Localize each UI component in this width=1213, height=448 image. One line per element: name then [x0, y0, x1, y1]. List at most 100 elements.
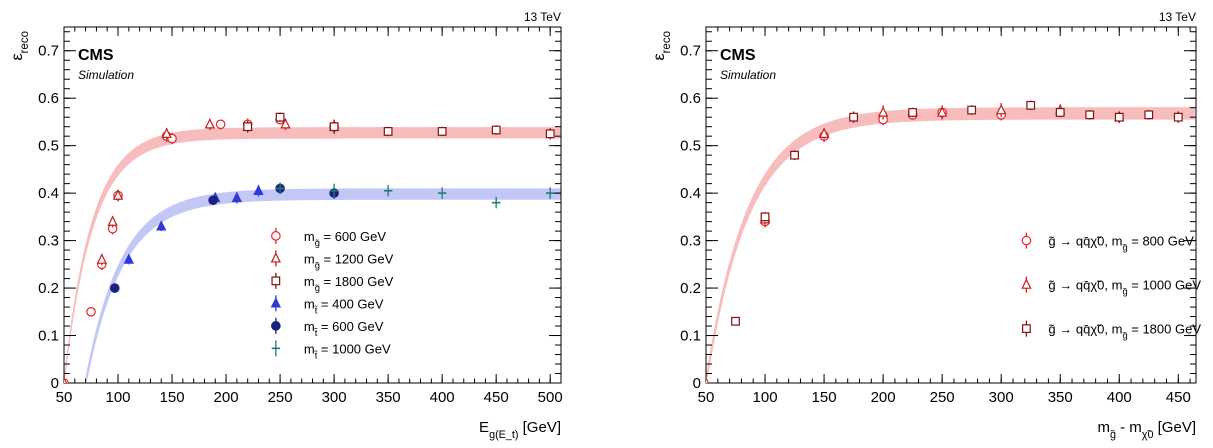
- experiment-sub-label: Simulation: [78, 68, 134, 82]
- x-tick-label: 300: [989, 389, 1014, 406]
- x-tick-label: 150: [160, 389, 185, 406]
- y-tick-label: 0.1: [38, 328, 59, 345]
- right-panel: 50 100 150 200 250 300 350 400 450 0 0.1 0.2 0.3 0.4 0…: [651, 10, 1201, 441]
- y-tick-label: 0.6: [38, 90, 59, 107]
- y-tick-label: 0: [51, 375, 59, 392]
- marker: [123, 253, 134, 264]
- marker: [1021, 278, 1032, 289]
- marker: [967, 105, 977, 115]
- marker: [1085, 110, 1095, 120]
- x-axis-title: mg̃ - mχ̃0 [GeV]: [1097, 419, 1196, 441]
- series-5: [275, 182, 555, 209]
- experiment-label: CMS: [78, 47, 114, 64]
- marker: [790, 150, 799, 160]
- marker: [996, 103, 1007, 115]
- legend: mg̃ = 600 GeV mg̃ = 1200 GeV mg̃ = 1800 Ge…: [270, 227, 394, 360]
- marker: [107, 215, 118, 226]
- marker: [271, 321, 281, 331]
- energy-label: 13 TeV: [524, 10, 561, 24]
- marker: [208, 195, 218, 206]
- x-tick-label: 500: [538, 389, 563, 406]
- legend-entry-label: mt̃ = 600 GeV: [304, 319, 384, 338]
- marker: [112, 189, 124, 200]
- marker: [706, 376, 710, 383]
- marker: [275, 112, 285, 122]
- marker: [280, 118, 291, 129]
- marker: [231, 191, 243, 203]
- marker: [545, 129, 555, 139]
- x-tick-label: 300: [322, 389, 347, 406]
- y-tick-label: 0.5: [38, 138, 59, 155]
- marker: [109, 283, 120, 293]
- x-tick-label: 250: [930, 389, 955, 406]
- marker: [253, 184, 264, 195]
- marker: [936, 106, 948, 117]
- x-tick-label: 450: [1166, 389, 1191, 406]
- marker: [1144, 110, 1154, 120]
- marker: [96, 253, 107, 264]
- x-tick-label: 50: [698, 389, 715, 406]
- x-tick-label: 350: [1048, 389, 1073, 406]
- marker: [1114, 112, 1124, 122]
- marker: [64, 376, 68, 383]
- marker: [849, 112, 858, 122]
- legend-entry-label: mt̃ = 400 GeV: [304, 296, 384, 315]
- y-tick-label: 0.4: [680, 185, 701, 202]
- legend-entry-label: g̃ → qq̄χ̃0, mg̃ = 1000 GeV: [1048, 278, 1201, 297]
- marker: [1055, 108, 1065, 117]
- marker: [271, 276, 281, 286]
- legend-entry-label: g̃ → qq̄χ̃0, mg̃ = 1800 GeV: [1048, 322, 1201, 341]
- marker: [491, 125, 501, 135]
- x-tick-label: 150: [812, 389, 837, 406]
- y-axis-title: εreco: [9, 31, 31, 61]
- marker: [1022, 324, 1031, 333]
- marker: [156, 220, 167, 231]
- x-axis-title: Eg(E_t) [GeV]: [479, 419, 561, 441]
- x-tick-label: 400: [1107, 389, 1132, 406]
- left-panel: 50 100 150 200 250 300 350 400 450 500 0 0.1 0.2 0.3 0…: [9, 10, 563, 441]
- marker: [383, 127, 393, 136]
- x-tick-label: 100: [753, 389, 778, 406]
- marker: [204, 118, 216, 129]
- marker: [86, 306, 96, 317]
- x-tick-label: 100: [106, 389, 131, 406]
- x-tick-label: 200: [871, 389, 896, 406]
- series-0: [760, 107, 1006, 228]
- series-2: [731, 100, 1183, 326]
- legend-entry-label: mg̃ = 600 GeV: [304, 229, 387, 248]
- marker: [760, 212, 770, 222]
- series-0: [64, 114, 339, 383]
- series-2: [243, 112, 555, 140]
- marker: [243, 122, 253, 132]
- marker: [437, 127, 447, 136]
- x-tick-label: 450: [484, 389, 509, 406]
- experiment-sub-label: Simulation: [720, 68, 776, 82]
- y-tick-label: 0.7: [38, 43, 59, 60]
- y-tick-label: 0.5: [680, 138, 701, 155]
- x-tick-label: 400: [430, 389, 455, 406]
- x-tick-label: 50: [56, 389, 73, 406]
- y-tick-label: 0.7: [680, 43, 701, 60]
- series-1: [64, 118, 340, 383]
- y-tick-label: 0.6: [680, 90, 701, 107]
- y-axis-title: εreco: [651, 31, 673, 61]
- experiment-label: CMS: [720, 47, 756, 64]
- y-tick-label: 0.2: [680, 280, 701, 297]
- marker: [818, 127, 830, 138]
- marker: [270, 297, 282, 308]
- marker: [908, 108, 918, 117]
- marker: [1026, 100, 1036, 110]
- marker: [877, 106, 889, 117]
- legend-entry-label: g̃ → qq̄χ̃0, mg̃ = 800 GeV: [1048, 234, 1194, 253]
- marker: [271, 231, 281, 241]
- marker: [1021, 235, 1032, 246]
- y-tick-label: 0: [693, 375, 701, 392]
- energy-label: 13 TeV: [1159, 10, 1196, 24]
- marker: [161, 127, 172, 138]
- y-tick-label: 0.3: [38, 233, 59, 250]
- marker: [731, 316, 740, 326]
- legend: g̃ → qq̄χ̃0, mg̃ = 800 GeV g̃ → qq̄χ̃0, m…: [1021, 232, 1201, 341]
- marker: [215, 119, 226, 130]
- x-tick-label: 200: [214, 389, 239, 406]
